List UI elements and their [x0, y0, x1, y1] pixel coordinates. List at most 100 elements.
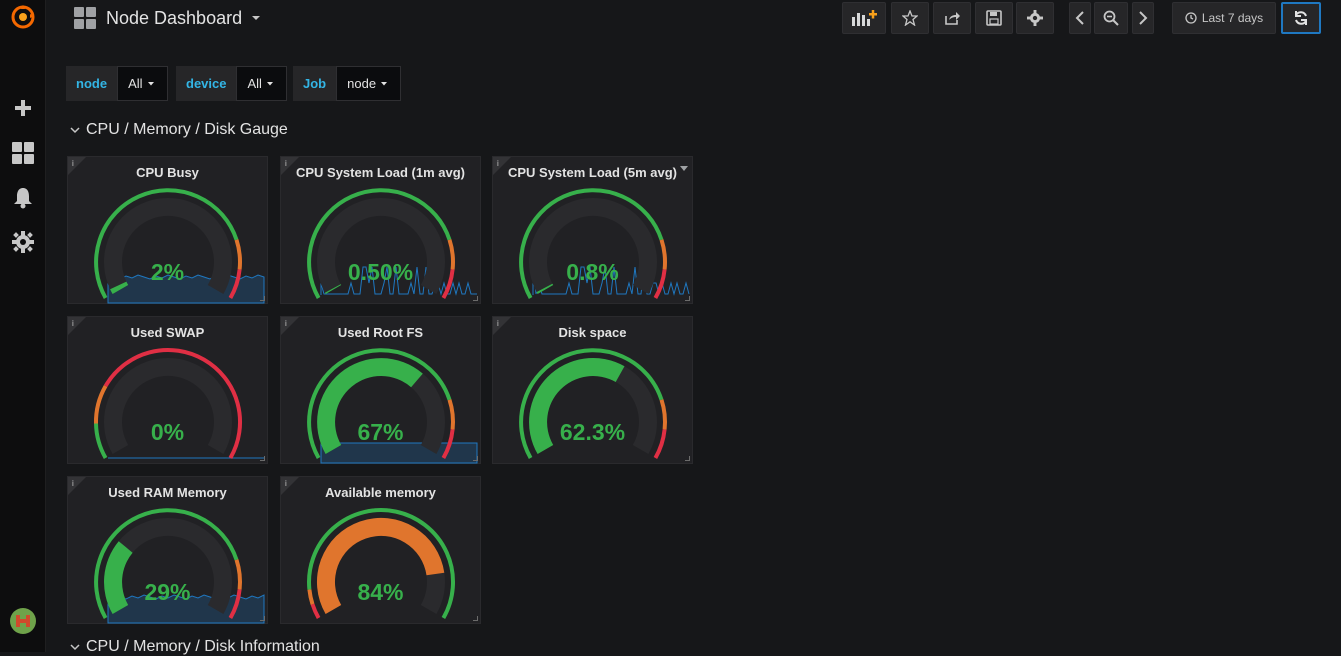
row-gauge-toggle[interactable]: CPU / Memory / Disk Gauge [70, 121, 288, 139]
clock-icon [1185, 12, 1197, 24]
gauge-chart [307, 188, 477, 299]
panel-resize-handle[interactable] [260, 616, 265, 621]
threshold-arc-orange [234, 239, 242, 270]
info-corner-icon[interactable]: i [493, 317, 511, 335]
info-corner-icon[interactable]: i [281, 477, 299, 495]
gauge-chart [93, 347, 264, 459]
add-panel-button[interactable] [842, 2, 886, 34]
panel-resize-handle[interactable] [473, 616, 478, 621]
variable-job-value: node [347, 76, 377, 91]
dashboard-settings-button[interactable] [1016, 2, 1054, 34]
save-dashboard-button[interactable] [975, 2, 1013, 34]
gauge-panel[interactable]: i Available memory 84% [280, 476, 481, 624]
settings-gear-icon [1027, 10, 1043, 26]
gauge-panel[interactable]: i Used Root FS 67% [280, 316, 481, 464]
gauge-chart [94, 508, 265, 624]
gauge-value: 29% [144, 579, 191, 605]
gauge-chart [307, 348, 478, 464]
time-shift-forward-button[interactable] [1132, 2, 1154, 34]
refresh-button[interactable] [1281, 2, 1321, 34]
star-dashboard-button[interactable] [891, 2, 929, 34]
panel-title[interactable]: CPU Busy [136, 165, 199, 180]
gauge-panel[interactable]: i Disk space 62.3% [492, 316, 693, 464]
variable-job-select[interactable]: node [336, 66, 402, 101]
configuration-gear-icon[interactable] [0, 227, 46, 257]
threshold-arc-orange [659, 239, 667, 270]
row-gauge-title: CPU / Memory / Disk Gauge [86, 121, 288, 138]
gauge-panel[interactable]: i CPU Busy 2% [67, 156, 268, 304]
threshold-arc-red [653, 269, 667, 299]
dashboard-title-picker[interactable]: Node Dashboard [74, 6, 261, 30]
gauge-panel[interactable]: i CPU System Load (5m avg) 0.8% [492, 156, 693, 304]
panel-title[interactable]: Used SWAP [130, 325, 205, 340]
variable-device-select[interactable]: All [236, 66, 287, 101]
info-corner-icon[interactable]: i [68, 477, 86, 495]
panel-title[interactable]: Available memory [325, 485, 436, 500]
panel-title[interactable]: Used Root FS [337, 325, 424, 340]
variable-node-select[interactable]: All [117, 66, 168, 101]
gauge-value: 0.50% [347, 259, 414, 285]
info-corner-icon[interactable]: i [281, 317, 299, 335]
time-range-picker[interactable]: Last 7 days [1172, 2, 1276, 34]
gauge-value: 0.8% [566, 259, 619, 285]
threshold-arc-green [94, 188, 239, 299]
variable-device-value: All [247, 76, 262, 91]
info-corner-icon[interactable]: i [68, 317, 86, 335]
sparkline [320, 442, 478, 464]
threshold-arc-orange [234, 559, 242, 590]
gauge-value-fill [536, 283, 554, 294]
variable-job-label: Job [293, 66, 337, 101]
threshold-arc-red [310, 603, 321, 619]
variable-node: node All [66, 66, 168, 101]
info-corner-icon[interactable]: i [281, 157, 299, 175]
gauge-chart [307, 508, 455, 619]
refresh-icon [1295, 11, 1307, 25]
threshold-arc-green [94, 508, 239, 619]
gauge-value-fill [324, 284, 342, 294]
panel-menu-caret-icon[interactable] [680, 166, 688, 171]
gauge-value-fill [316, 517, 445, 614]
add-panel-icon [852, 10, 877, 26]
threshold-arc-orange [307, 589, 315, 605]
svg-text:i: i [72, 319, 74, 328]
panel-resize-handle[interactable] [473, 296, 478, 301]
gauge-value: 62.3% [559, 419, 626, 445]
gauge-chart [519, 188, 690, 299]
alerting-bell-icon[interactable] [0, 183, 46, 213]
row-info-toggle[interactable]: CPU / Memory / Disk Information [70, 638, 320, 656]
panel-resize-handle[interactable] [260, 456, 265, 461]
gauge-panel[interactable]: i Used RAM Memory 29% [67, 476, 268, 624]
grafana-logo-icon[interactable] [0, 2, 46, 32]
zoom-out-button[interactable] [1094, 2, 1128, 34]
panel-title[interactable]: CPU System Load (1m avg) [295, 165, 466, 180]
panel-resize-handle[interactable] [685, 456, 690, 461]
info-corner-icon[interactable]: i [68, 157, 86, 175]
threshold-arc-green [307, 508, 455, 619]
info-corner-icon[interactable]: i [493, 157, 511, 175]
panel-title[interactable]: CPU System Load (5m avg) [507, 165, 678, 180]
variable-job: Job node [293, 66, 402, 101]
gauge-panel[interactable]: i CPU System Load (1m avg) 0.50% [280, 156, 481, 304]
time-shift-back-button[interactable] [1069, 2, 1091, 34]
time-range-label: Last 7 days [1201, 11, 1264, 25]
threshold-arc-red [653, 429, 667, 459]
threshold-arc-red [228, 269, 242, 299]
share-dashboard-button[interactable] [933, 2, 971, 34]
threshold-arc-orange [659, 399, 667, 430]
chevron-down-icon [70, 127, 80, 134]
panel-resize-handle[interactable] [260, 296, 265, 301]
caret-down-icon [252, 16, 261, 20]
threshold-arc-orange [447, 399, 455, 430]
dashboards-icon[interactable] [0, 138, 46, 168]
panel-resize-handle[interactable] [685, 296, 690, 301]
panel-title[interactable]: Disk space [558, 325, 627, 340]
chevron-down-icon [70, 644, 80, 651]
svg-text:i: i [285, 479, 287, 488]
panel-resize-handle[interactable] [473, 456, 478, 461]
gauge-track [103, 517, 233, 614]
user-avatar[interactable] [0, 606, 46, 636]
panel-title[interactable]: Used RAM Memory [108, 485, 227, 500]
star-icon [902, 10, 918, 26]
create-plus-icon[interactable] [0, 93, 46, 123]
gauge-panel[interactable]: i Used SWAP 0% [67, 316, 268, 464]
